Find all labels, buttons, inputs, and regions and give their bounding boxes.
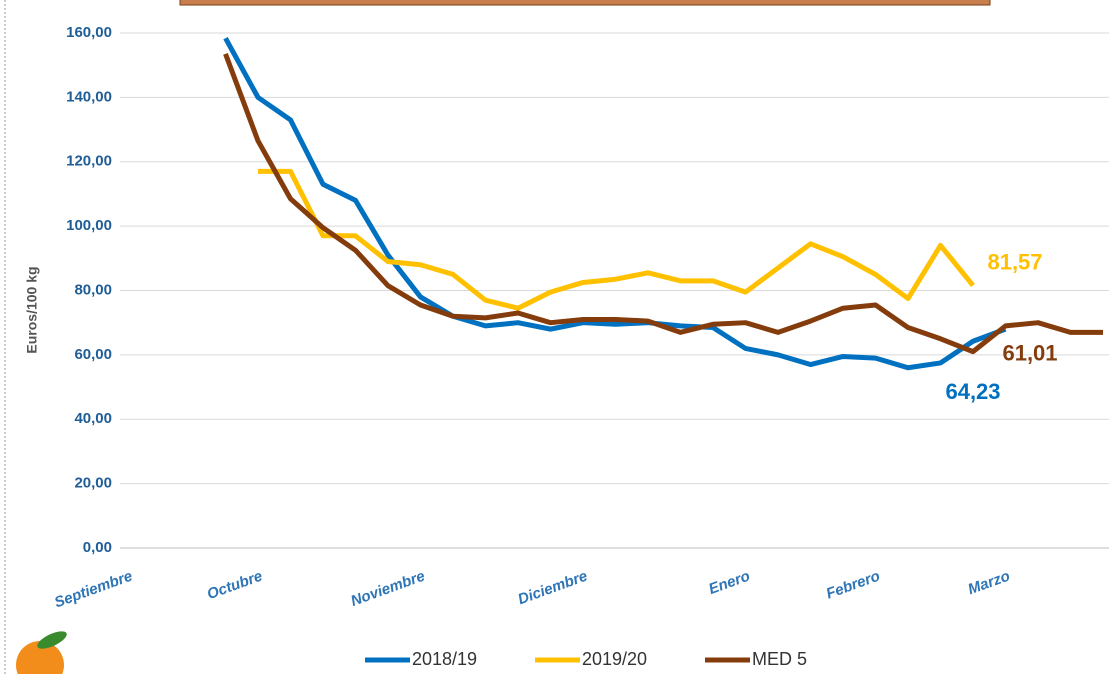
y-tick-label: 120,00: [66, 153, 112, 170]
chart: Euros/100 kg 0,00 20,00 40,00 60,00 80,00 100…: [0, 0, 1109, 674]
x-tick-label: Diciembre: [516, 568, 590, 609]
y-tick-label: 0,00: [83, 539, 112, 556]
title-box: [180, 0, 990, 5]
y-tick-label: 160,00: [66, 24, 112, 41]
y-tick-label: 60,00: [74, 346, 112, 363]
y-axis-label: Euros/100 kg: [24, 266, 40, 353]
x-tick-label: Septiembre: [52, 568, 135, 612]
legend-label: MED 5: [752, 649, 807, 669]
x-tick-label: Enero: [706, 568, 752, 599]
legend-label: 2018/19: [412, 649, 477, 669]
legend-label: 2019/20: [582, 649, 647, 669]
value-label: 64,23: [945, 379, 1000, 404]
x-tick-label: Febrero: [824, 568, 882, 603]
y-tick-label: 20,00: [74, 475, 112, 492]
x-tick-label: Noviembre: [349, 568, 428, 610]
value-label: 81,57: [987, 249, 1042, 274]
orange-icon: [16, 628, 69, 674]
data-line: [258, 171, 973, 308]
x-tick-label: Marzo: [966, 568, 1013, 599]
x-tick-label: Octubre: [205, 568, 265, 604]
value-label: 61,01: [1002, 340, 1057, 365]
y-tick-label: 140,00: [66, 88, 112, 105]
y-tick-label: 80,00: [74, 281, 112, 298]
y-tick-label: 40,00: [74, 410, 112, 427]
y-tick-label: 100,00: [66, 217, 112, 234]
